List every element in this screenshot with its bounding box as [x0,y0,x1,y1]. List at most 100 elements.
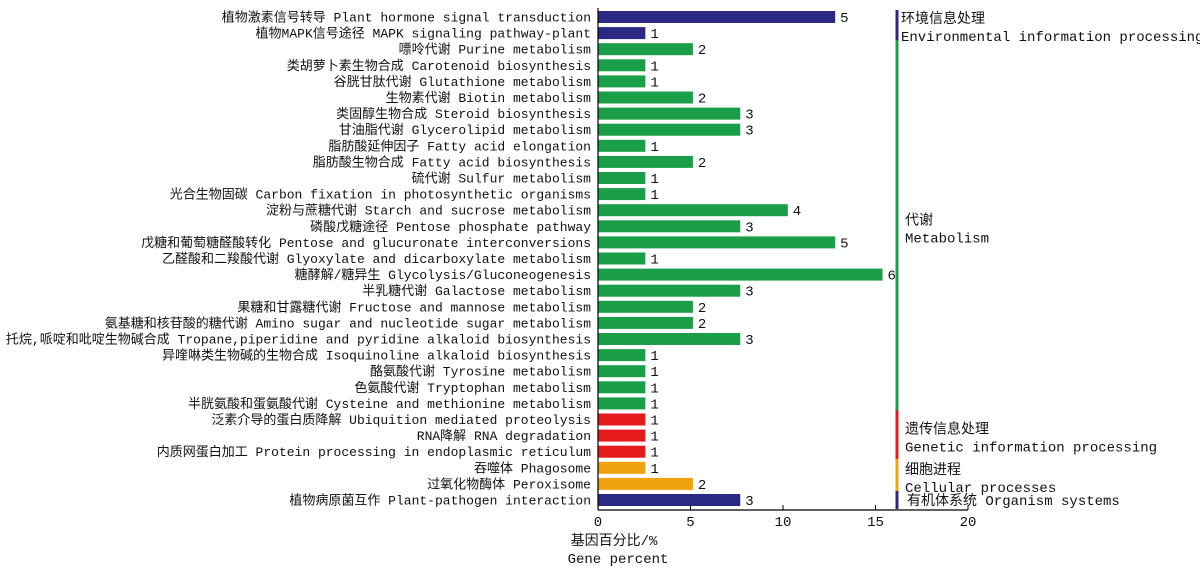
count-label: 3 [745,494,753,510]
count-label: 1 [650,365,658,381]
bar [598,123,741,136]
category-label: 乙醛酸和二羧酸代谢 Glyoxylate and dicarboxylate m… [162,251,591,267]
count-label: 1 [650,462,658,478]
bar [598,107,741,120]
category-label: 泛素介导的蛋白质降解 Ubiquition mediated proteolys… [211,412,591,428]
count-label: 3 [745,124,753,140]
x-tick-label: 5 [686,515,694,531]
category-label: 托烷,哌啶和吡啶生物碱合成 Tropane,piperidine and pyr… [6,332,591,348]
count-label: 2 [698,301,706,317]
bar [598,172,646,184]
count-label: 1 [650,27,658,43]
category-label: 内质网蛋白加工 Protein processing in endoplasmi… [157,444,591,460]
bar [598,11,836,23]
count-label: 2 [698,43,706,59]
count-label: 5 [840,236,848,252]
count-label: 2 [698,156,706,172]
count-label: 4 [793,204,801,220]
bar [598,139,646,152]
bar [598,445,646,458]
bar [598,284,741,297]
count-label: 1 [650,397,658,413]
group-label-zh: 遗传信息处理 [905,421,989,439]
category-label: 类固醇生物合成 Steroid biosynthesis [336,106,591,122]
category-label: 氨基糖和核苷酸的糖代谢 Amino sugar and nucleotide s… [105,315,591,331]
category-label: 异喹啉类生物碱的生物合成 Isoquinoline alkaloid biosy… [162,348,591,364]
bar [598,316,693,329]
bar [598,188,646,201]
category-label: 植物病原菌互作 Plant-pathogen interaction [289,494,591,509]
group-label-zh: 环境信息处理 [901,10,985,28]
x-tick-label: 10 [775,515,792,531]
x-axis-title: 基因百分比/% [571,532,658,550]
bar [598,27,646,40]
x-tick-label: 15 [867,515,884,531]
count-label: 2 [698,317,706,333]
bar [598,429,646,442]
bar [598,365,646,378]
count-label: 6 [888,269,896,285]
count-label: 3 [745,108,753,124]
category-label: 脂肪酸延伸因子 Fatty acid elongation [328,138,591,154]
category-label: 果糖和甘露糖代谢 Fructose and mannose metabolism [237,299,591,315]
category-label: 戊糖和葡萄糖醛酸转化 Pentose and glucuronate inter… [141,235,591,251]
category-label: 嘌呤代谢 Purine metabolism [399,42,592,58]
count-label: 5 [840,11,848,27]
bar [598,300,693,313]
group-label: 有机体系统 Organism systems [907,493,1120,510]
bar [598,349,646,362]
count-label: 1 [650,349,658,365]
category-label: 谷胱甘肽代谢 Glutathione metabolism [334,74,592,90]
bar [598,381,646,394]
category-label: 甘油脂代谢 Glycerolipid metabolism [339,122,591,138]
count-label: 3 [745,285,753,301]
x-axis: 0 5 10 15 20 [594,8,977,531]
bar [598,91,693,104]
bar [598,397,646,410]
bars: 植物激素信号转导 Plant hormone signal transducti… [6,11,896,511]
bar [598,220,741,233]
bar [598,494,741,506]
category-groups: 环境信息处理 Environmental information processi… [895,10,1200,510]
category-label: 吞噬体 Phagosome [474,461,591,476]
count-label: 3 [745,333,753,349]
x-axis-title-en: Gene percent [568,552,669,568]
bar [598,204,788,217]
count-label: 1 [650,414,658,430]
category-label: 植物激素信号转导 Plant hormone signal transducti… [222,11,591,26]
bar [598,268,883,281]
category-label: 脂肪酸生物合成 Fatty acid biosynthesis [313,154,591,170]
x-tick-label: 20 [960,515,977,531]
category-label: 半胱氨酸和蛋氨酸代谢 Cysteine and methionine metab… [188,396,591,412]
category-label: 酪氨酸代谢 Tyrosine metabolism [370,364,591,380]
count-label: 1 [650,430,658,446]
x-tick-label: 0 [594,515,602,531]
category-label: 光合生物固碳 Carbon fixation in photosynthetic… [170,188,591,203]
group-label-en: Environmental information processing [901,30,1200,46]
bar [598,236,836,249]
count-label: 3 [745,220,753,236]
count-label: 1 [650,253,658,269]
count-label: 1 [650,75,658,91]
bar [598,75,646,88]
category-label: 类胡萝卜素生物合成 Carotenoid biosynthesis [287,59,591,74]
category-label: 淀粉与蔗糖代谢 Starch and sucrose metabolism [266,203,591,219]
count-label: 1 [650,188,658,204]
count-label: 2 [698,92,706,108]
count-label: 2 [698,478,706,494]
group-label-en: Cellular processes [905,481,1056,497]
bar [598,477,693,490]
category-label: 半乳糖代谢 Galactose metabolism [362,283,591,299]
category-label: RNA降解 RNA degradation [417,429,591,444]
group-label-zh: 代谢 [905,212,933,229]
bar [598,59,646,72]
category-label: 硫代谢 Sulfur metabolism [412,171,592,187]
count-label: 1 [650,172,658,188]
category-label: 过氧化物酶体 Peroxisome [427,476,591,492]
group-label-en: Metabolism [905,231,989,247]
count-label: 1 [650,446,658,462]
count-label: 1 [650,381,658,397]
bar [598,155,693,168]
group-label-zh: 细胞进程 [905,462,961,479]
